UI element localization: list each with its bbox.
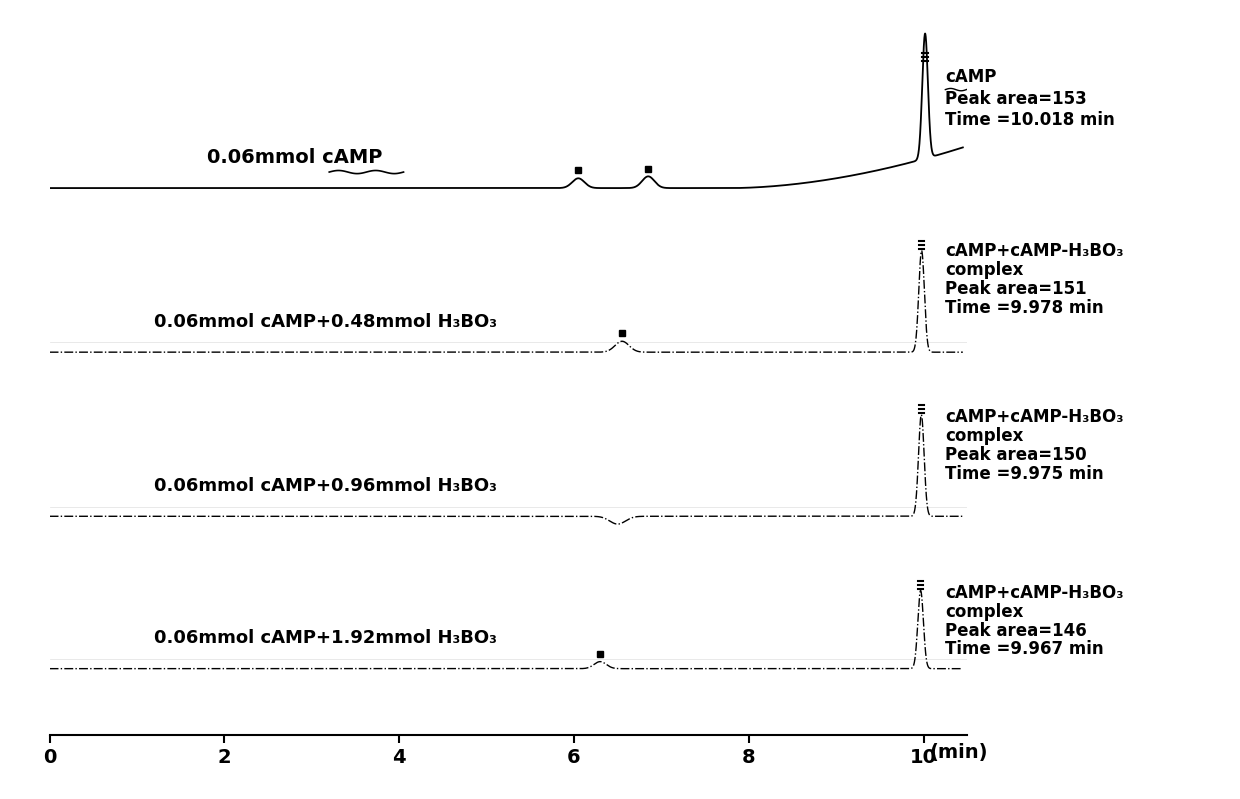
Text: Peak area=151: Peak area=151 (945, 280, 1087, 298)
Text: complex: complex (945, 261, 1024, 279)
Text: Peak area=150: Peak area=150 (945, 446, 1087, 464)
Text: Time =10.018 min: Time =10.018 min (945, 112, 1115, 129)
Text: 0.06mmol cAMP+1.92mmol H₃BO₃: 0.06mmol cAMP+1.92mmol H₃BO₃ (155, 629, 497, 647)
Text: cAMP+cAMP-H₃BO₃: cAMP+cAMP-H₃BO₃ (945, 242, 1123, 260)
Text: Peak area=146: Peak area=146 (945, 622, 1087, 640)
Text: complex: complex (945, 603, 1024, 621)
Text: 0.06mmol cAMP+0.96mmol H₃BO₃: 0.06mmol cAMP+0.96mmol H₃BO₃ (155, 477, 497, 495)
Text: (min): (min) (930, 743, 988, 762)
Text: Time =9.975 min: Time =9.975 min (945, 465, 1104, 483)
Text: complex: complex (945, 427, 1024, 445)
Text: cAMP: cAMP (945, 69, 997, 86)
Text: cAMP+cAMP-H₃BO₃: cAMP+cAMP-H₃BO₃ (945, 408, 1123, 427)
Text: Time =9.978 min: Time =9.978 min (945, 299, 1104, 316)
Text: 0.06mmol cAMP+0.48mmol H₃BO₃: 0.06mmol cAMP+0.48mmol H₃BO₃ (155, 312, 497, 331)
Text: Time =9.967 min: Time =9.967 min (945, 641, 1104, 658)
Text: cAMP+cAMP-H₃BO₃: cAMP+cAMP-H₃BO₃ (945, 584, 1123, 602)
Text: Peak area=153: Peak area=153 (945, 90, 1087, 108)
Text: 0.06mmol cAMP: 0.06mmol cAMP (207, 148, 382, 166)
